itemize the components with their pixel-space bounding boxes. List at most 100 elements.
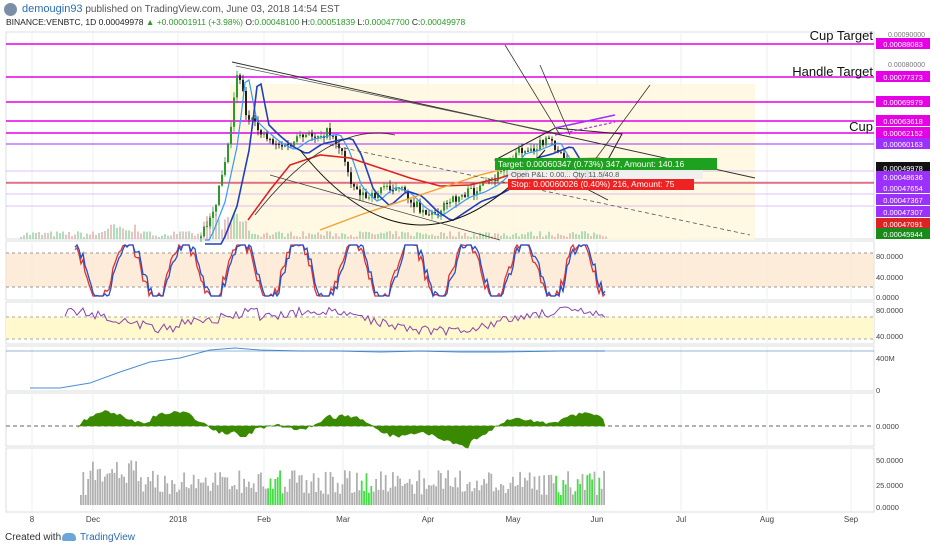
volume-bar: [62, 231, 64, 239]
vol-osc-bar: [358, 490, 361, 505]
vol-osc-bar: [224, 477, 226, 505]
volume-bar: [137, 231, 139, 239]
candle-body: [563, 152, 565, 160]
candle-body: [314, 136, 316, 138]
vol-osc-bar: [250, 487, 253, 505]
vol-osc-bar: [166, 483, 169, 505]
volume-bar: [266, 232, 268, 239]
vol-osc-bar: [495, 487, 497, 505]
volume-bar: [128, 230, 130, 239]
volume-bar: [518, 236, 520, 239]
volume-bar: [239, 221, 241, 239]
candle-body: [203, 226, 205, 237]
volume-bar: [533, 235, 535, 239]
volume-bar: [455, 236, 457, 239]
open-label: O:: [245, 17, 255, 27]
volume-bar: [464, 232, 466, 239]
vol-osc-bar: [586, 475, 589, 505]
candle-body: [383, 186, 385, 188]
vol-osc-bar: [245, 487, 248, 505]
volume-bar: [206, 216, 208, 239]
vol-osc-bar: [408, 479, 411, 505]
vol-osc-bar: [248, 481, 250, 505]
vol-osc-bar: [257, 474, 260, 505]
candle-body: [254, 118, 256, 122]
vol-osc-bar: [190, 484, 193, 505]
candle-body: [338, 143, 340, 149]
candle-body: [359, 189, 361, 196]
candle-body: [224, 162, 226, 175]
candle-body: [515, 152, 517, 161]
vol-osc-bar: [413, 493, 416, 505]
tradingview-logo[interactable]: TradingView: [62, 532, 135, 543]
chart-footer: Created with TradingView: [0, 527, 932, 550]
volume-bar: [359, 231, 361, 239]
tradingview-cloud-icon: [62, 533, 76, 542]
vol-osc-bar: [555, 475, 557, 505]
change-value: +0.00001911 (+3.98%): [156, 17, 244, 27]
candle-body: [548, 137, 550, 139]
volume-bar: [440, 232, 442, 239]
vol-osc-bar: [178, 489, 181, 505]
vol-osc-bar: [125, 482, 128, 505]
price-label: 0.00088083: [883, 40, 923, 49]
volume-bar: [95, 234, 97, 239]
volume-bar: [527, 232, 529, 239]
volume-bar: [437, 235, 439, 239]
volume-bar: [458, 231, 460, 239]
vol-osc-bar: [300, 475, 303, 505]
vol-osc-bar: [524, 477, 526, 505]
vol-osc-bar: [260, 472, 262, 505]
candle-body: [344, 150, 346, 162]
vol-osc-bar: [92, 461, 94, 505]
position-box: [508, 170, 703, 179]
vol-osc-bar: [552, 483, 555, 505]
price-label-bg: [876, 127, 930, 138]
vol-osc-bar: [329, 472, 332, 505]
candle-body: [551, 138, 553, 141]
volume-bar: [131, 231, 133, 239]
published-text: published on TradingView.com, June 03, 2…: [85, 4, 340, 15]
author-link[interactable]: demougin93: [22, 3, 83, 15]
volume-bar: [257, 234, 259, 239]
handle-target-label: Handle Target: [792, 64, 873, 79]
candle-body: [554, 140, 556, 150]
vol-osc-bar: [533, 476, 536, 505]
vol-osc-bar: [480, 485, 483, 505]
vol-osc-bar: [478, 490, 481, 505]
price-label: 0.00060163: [883, 140, 923, 149]
cup-label: Cup: [849, 119, 873, 134]
volume-bar: [389, 231, 391, 239]
volume-bar: [566, 236, 568, 239]
volume-bar: [152, 235, 154, 239]
vol-osc-bar: [502, 485, 505, 505]
price-label: 0.00048636: [883, 173, 923, 182]
candle-body: [416, 201, 418, 208]
volume-bar: [497, 233, 499, 239]
vol-osc-bar: [168, 494, 171, 505]
avatar[interactable]: [4, 3, 17, 16]
rsi-tick: 80.0000: [876, 306, 903, 315]
vol-osc-bar: [101, 481, 104, 505]
candle-body: [347, 161, 349, 173]
volume-bar: [476, 236, 478, 239]
candle-body: [533, 148, 535, 152]
volume-bar: [50, 231, 52, 239]
vol-osc-bar: [264, 488, 267, 505]
candle-body: [392, 190, 394, 192]
volume-bar: [479, 232, 481, 239]
tradingview-brand: TradingView: [80, 532, 136, 543]
high-value: 0.00051839: [310, 17, 356, 27]
candle-body: [269, 139, 271, 141]
vol-osc-bar: [209, 490, 212, 505]
candle-body: [326, 128, 328, 138]
vol-osc-bar: [317, 477, 320, 505]
macd-histogram: [77, 410, 606, 449]
price-chart[interactable]: 8 Dec 2018 Feb Mar Apr May Jun Jul Aug Sep 0.000880…: [0, 0, 932, 527]
vol-osc-bar: [221, 476, 224, 505]
volume-bar: [212, 212, 214, 239]
vol-osc-bar: [418, 470, 421, 505]
vol-osc-bar: [396, 475, 399, 505]
vol-osc-bar: [428, 485, 430, 505]
vol-osc-bar: [447, 470, 449, 505]
